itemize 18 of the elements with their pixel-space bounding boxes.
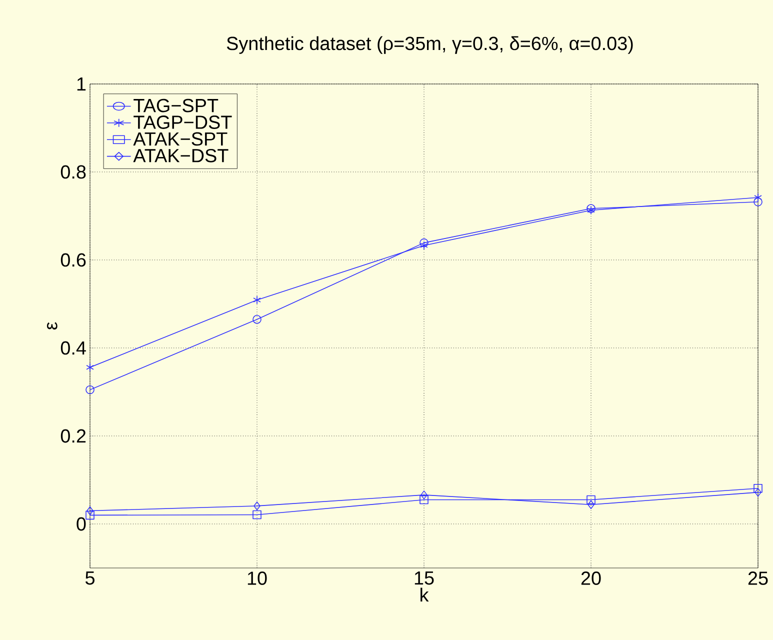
y-tick-label: 1 <box>77 77 86 90</box>
x-tick-label: 20 <box>581 572 601 585</box>
y-tick-label: 0 <box>76 517 86 531</box>
y-tick-label: 0.6 <box>60 253 86 267</box>
x-tick-label: 15 <box>414 572 434 585</box>
y-tick-label: 0.8 <box>60 165 86 179</box>
y-tick-label: 0.2 <box>60 429 86 443</box>
x-tick-label: 5 <box>85 572 94 585</box>
y-tick-label: 0.4 <box>60 341 86 355</box>
y-axis-title: ε <box>46 322 58 330</box>
chart-title: Synthetic dataset (ρ=35m, γ=0.3, δ=6%, α=0.03) <box>226 36 633 54</box>
legend-label: TAG−SPT <box>134 98 218 112</box>
legend-label: ATAK−SPT <box>133 132 228 146</box>
x-tick-label: 10 <box>248 572 267 585</box>
legend-label: ATAK−DST <box>133 148 228 162</box>
legend-label: TAGP−DST <box>134 116 232 129</box>
x-tick-label: 25 <box>748 572 768 585</box>
x-axis-title: k <box>420 588 429 602</box>
